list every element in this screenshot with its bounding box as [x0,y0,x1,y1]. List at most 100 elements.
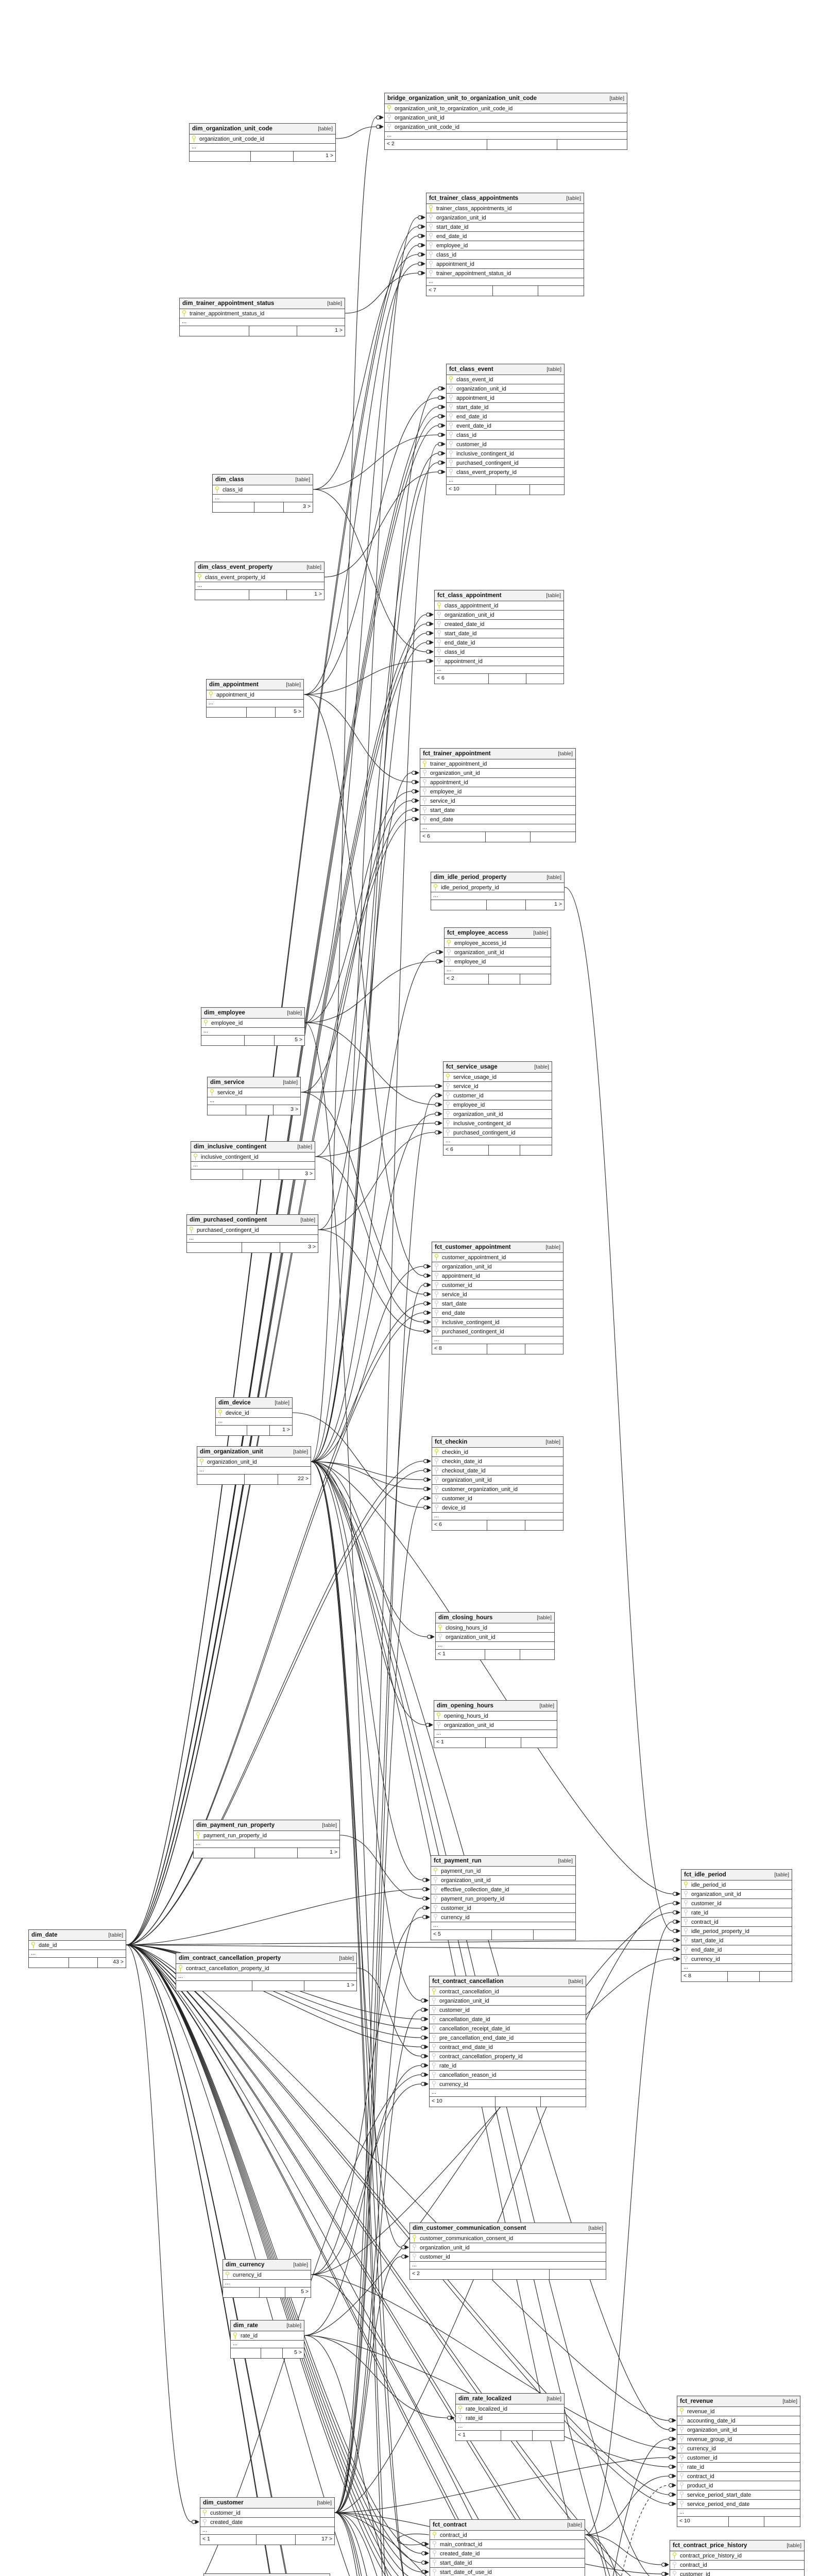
table-header[interactable]: fct_payment_run [table] [431,1856,575,1867]
column-name: service_id [442,1291,467,1298]
table-header[interactable]: dim_customer [table] [200,2498,334,2509]
table-header[interactable]: fct_checkin [table] [432,1437,563,1448]
column-row-device_id: device_id [216,1409,292,1418]
primary-key-icon [432,2531,437,2539]
table-header[interactable]: dim_class_event_property [table] [195,562,324,573]
footer-spacer [249,590,286,600]
table-fct_class_event: fct_class_event [table] class_event_id orga… [446,364,565,495]
table-header[interactable]: dim_rate_localized [table] [456,2394,564,2404]
table-header[interactable]: dim_opening_hours [table] [434,1701,557,1711]
column-row-employee_id: employee_id [420,787,575,796]
table-footer: < 2 [445,974,551,984]
column-name: appointment_id [430,779,468,786]
foreign-key-icon [679,2417,684,2425]
table-header[interactable]: dim_class [table] [213,474,313,485]
table-header[interactable]: dim_appointment [table] [207,680,303,690]
child-count [532,2431,564,2441]
table-footer: 1 > [180,326,345,336]
table-dim_organization_unit: dim_organization_unit [table] organization… [197,1446,311,1485]
more-columns-ellipsis: ... [190,144,335,151]
child-count: 3 > [273,1105,300,1115]
foreign-key-icon [446,1110,450,1118]
column-row-service_id: service_id [208,1088,300,1097]
column-row-customer_id: customer_id [431,1904,575,1913]
table-header[interactable]: fct_trainer_class_appointments [table] [426,193,584,204]
table-header[interactable]: dim_contract_cancellation_property [table… [176,1953,356,1964]
table-name: fct_customer_appointment [435,1244,511,1250]
foreign-key-icon [437,630,441,637]
table-fct_payment_run: fct_payment_run [table] payment_run_id orga… [431,1855,576,1940]
child-count [520,1145,552,1155]
column-row-trainer_appointment_status_id: trainer_appointment_status_id [426,269,584,278]
table-header[interactable]: bridge_organization_unit_to_organization… [385,93,627,104]
primary-key-icon [437,602,441,609]
table-header[interactable]: fct_class_event [table] [447,364,564,375]
table-header[interactable]: dim_inclusive_contingent [table] [191,1142,315,1153]
column-row-customer_organization_unit_id: customer_organization_unit_id [432,1485,563,1494]
column-row-date_id: date_id [29,1941,126,1950]
table-dim_contract_property: dim_contract_property[table]contract_pro… [203,2573,330,2576]
column-name: rate_id [241,2332,258,2339]
table-name: fct_trainer_appointment [423,751,491,757]
table-header[interactable]: dim_currency [table] [223,2260,311,2270]
parent-count: < 1 [438,1651,446,1657]
column-row-device_id: device_id [432,1503,563,1513]
more-columns-ellipsis: ... [443,1138,552,1145]
child-count: 1 > [304,1981,356,1991]
table-name: fct_employee_access [447,930,508,936]
table-header[interactable]: dim_idle_period_property [table] [431,872,564,883]
table-header[interactable]: dim_organization_unit [table] [197,1447,311,1458]
table-header[interactable]: fct_contract_price_history [table] [670,2540,804,2551]
column-name: date_id [39,1942,57,1948]
table-header[interactable]: fct_employee_access [table] [445,928,551,939]
table-header[interactable]: dim_employee [table] [201,1008,304,1019]
table-header[interactable]: dim_contract_property[table] [204,2574,330,2576]
column-name: created_date_id [440,2550,480,2557]
child-count [764,2517,800,2527]
column-name: service_period_end_date [687,2501,750,2507]
column-name: rate_id [687,2464,705,2470]
column-name: class_id [445,649,465,655]
table-footer: < 7 [426,286,584,296]
table-header[interactable]: dim_organization_unit_code [table] [190,124,335,134]
table-header[interactable]: dim_customer_communication_consent [table… [410,2223,606,2234]
table-header[interactable]: fct_contract_cancellation [table] [430,1976,586,1987]
table-type-label: [table] [545,1244,560,1250]
table-type-label: [table] [275,1400,289,1406]
table-header[interactable]: fct_revenue [table] [677,2396,800,2407]
table-header[interactable]: dim_rate [table] [231,2320,304,2331]
column-name: appointment_id [436,261,474,267]
table-header[interactable]: dim_device [table] [216,1398,292,1409]
column-name: customer_appointment_id [442,1254,506,1261]
table-header[interactable]: dim_closing_hours [table] [436,1613,554,1623]
table-header[interactable]: fct_customer_appointment [table] [432,1242,563,1253]
table-dim_contract_cancellation_property: dim_contract_cancellation_property [table… [176,1953,357,1991]
table-header[interactable]: dim_date [table] [29,1930,126,1941]
more-columns-ellipsis: ... [194,1840,339,1848]
table-footer: < 1 [434,1738,557,1748]
foreign-key-icon [412,2253,417,2261]
footer-spacer [486,1344,525,1354]
table-header[interactable]: dim_trainer_appointment_status [table] [180,298,345,309]
table-name: fct_class_appointment [437,592,502,599]
column-row-idle_period_id: idle_period_id [681,1880,792,1890]
foreign-key-icon [434,1476,439,1484]
table-header[interactable]: fct_trainer_appointment [table] [420,749,575,759]
table-header[interactable]: fct_class_appointment [table] [435,590,563,601]
table-header[interactable]: fct_idle_period [table] [681,1870,792,1880]
table-type-label: [table] [318,126,333,132]
table-header[interactable]: dim_payment_run_property [table] [194,1820,339,1831]
footer-spacer [485,1650,519,1659]
table-header[interactable]: fct_service_usage [table] [443,1062,552,1073]
table-header[interactable]: fct_contract [table] [430,2520,585,2531]
table-header[interactable]: dim_purchased_contingent [table] [187,1215,318,1226]
table-header[interactable]: dim_service [table] [208,1077,300,1088]
foreign-key-icon [679,2445,684,2452]
column-row-class_id: class_id [435,648,563,657]
parent-count: < 6 [434,1521,442,1528]
foreign-key-icon [446,1129,450,1137]
footer-spacer [249,326,297,336]
column-row-end_date_id: end_date_id [681,1945,792,1955]
column-name: device_id [442,1504,466,1511]
